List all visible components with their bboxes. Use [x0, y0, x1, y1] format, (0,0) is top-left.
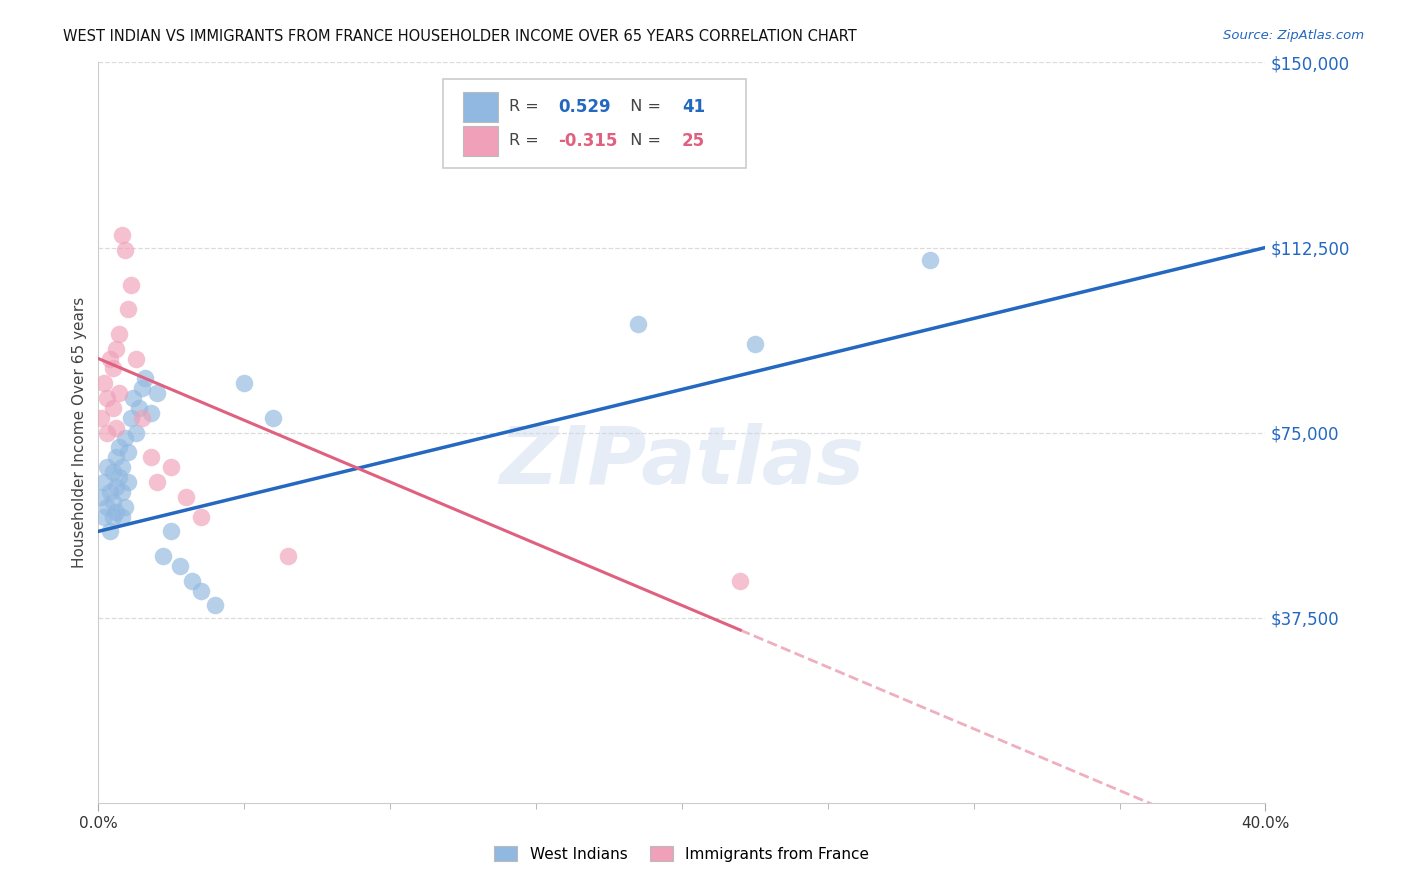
Point — [108, 441, 131, 455]
Point — [96, 391, 118, 405]
Point — [190, 583, 212, 598]
Point — [139, 406, 162, 420]
Bar — [463, 92, 498, 121]
Point — [111, 509, 134, 524]
Point — [120, 410, 142, 425]
Point — [122, 391, 145, 405]
Point — [117, 302, 139, 317]
Text: -0.315: -0.315 — [558, 132, 617, 150]
Point — [627, 317, 650, 331]
Point — [174, 490, 197, 504]
Point — [114, 500, 136, 514]
Point — [204, 599, 226, 613]
Point — [111, 484, 134, 499]
Point — [98, 351, 121, 366]
Point — [101, 361, 124, 376]
Point — [128, 401, 150, 415]
Point — [93, 509, 115, 524]
Point — [101, 465, 124, 479]
Point — [114, 243, 136, 257]
Text: ZIPatlas: ZIPatlas — [499, 423, 865, 501]
Point — [744, 336, 766, 351]
Text: R =: R = — [509, 99, 544, 114]
Point — [96, 425, 118, 440]
Point — [152, 549, 174, 563]
Bar — [463, 126, 498, 156]
Point — [125, 351, 148, 366]
Text: R =: R = — [509, 134, 544, 148]
Point — [131, 410, 153, 425]
Point — [169, 558, 191, 573]
Point — [90, 410, 112, 425]
Point — [730, 574, 752, 588]
Point — [111, 460, 134, 475]
Text: N =: N = — [620, 99, 666, 114]
Point — [134, 371, 156, 385]
Point — [160, 524, 183, 539]
FancyBboxPatch shape — [443, 79, 747, 169]
Point — [139, 450, 162, 465]
Point — [111, 228, 134, 243]
Point — [114, 431, 136, 445]
Point — [146, 475, 169, 489]
Point — [96, 500, 118, 514]
Point — [117, 475, 139, 489]
Point — [96, 460, 118, 475]
Point — [262, 410, 284, 425]
Point — [101, 401, 124, 415]
Text: WEST INDIAN VS IMMIGRANTS FROM FRANCE HOUSEHOLDER INCOME OVER 65 YEARS CORRELATI: WEST INDIAN VS IMMIGRANTS FROM FRANCE HO… — [63, 29, 858, 44]
Text: Source: ZipAtlas.com: Source: ZipAtlas.com — [1223, 29, 1364, 42]
Point — [104, 420, 127, 434]
Text: 41: 41 — [682, 98, 704, 116]
Point — [120, 277, 142, 292]
Point — [180, 574, 202, 588]
Point — [190, 509, 212, 524]
Point — [160, 460, 183, 475]
Point — [93, 475, 115, 489]
Point — [101, 509, 124, 524]
Point — [108, 386, 131, 401]
Legend: West Indians, Immigrants from France: West Indians, Immigrants from France — [495, 846, 869, 862]
Point — [104, 450, 127, 465]
Point — [233, 376, 256, 391]
Point — [104, 480, 127, 494]
Text: N =: N = — [620, 134, 666, 148]
Point — [131, 381, 153, 395]
Point — [918, 252, 941, 267]
Point — [108, 326, 131, 341]
Point — [104, 342, 127, 356]
Point — [98, 524, 121, 539]
Point — [101, 494, 124, 508]
Text: 0.529: 0.529 — [558, 98, 610, 116]
Point — [90, 490, 112, 504]
Point — [98, 484, 121, 499]
Point — [125, 425, 148, 440]
Point — [117, 445, 139, 459]
Y-axis label: Householder Income Over 65 years: Householder Income Over 65 years — [72, 297, 87, 568]
Point — [277, 549, 299, 563]
Text: 25: 25 — [682, 132, 704, 150]
Point — [146, 386, 169, 401]
Point — [93, 376, 115, 391]
Point — [108, 470, 131, 484]
Point — [104, 505, 127, 519]
